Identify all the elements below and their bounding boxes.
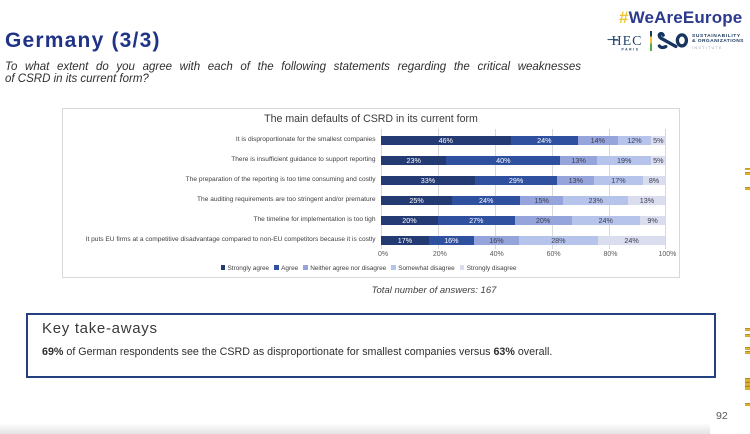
- svg-text:HEC: HEC: [612, 34, 643, 49]
- svg-text:PARIS: PARIS: [622, 48, 640, 52]
